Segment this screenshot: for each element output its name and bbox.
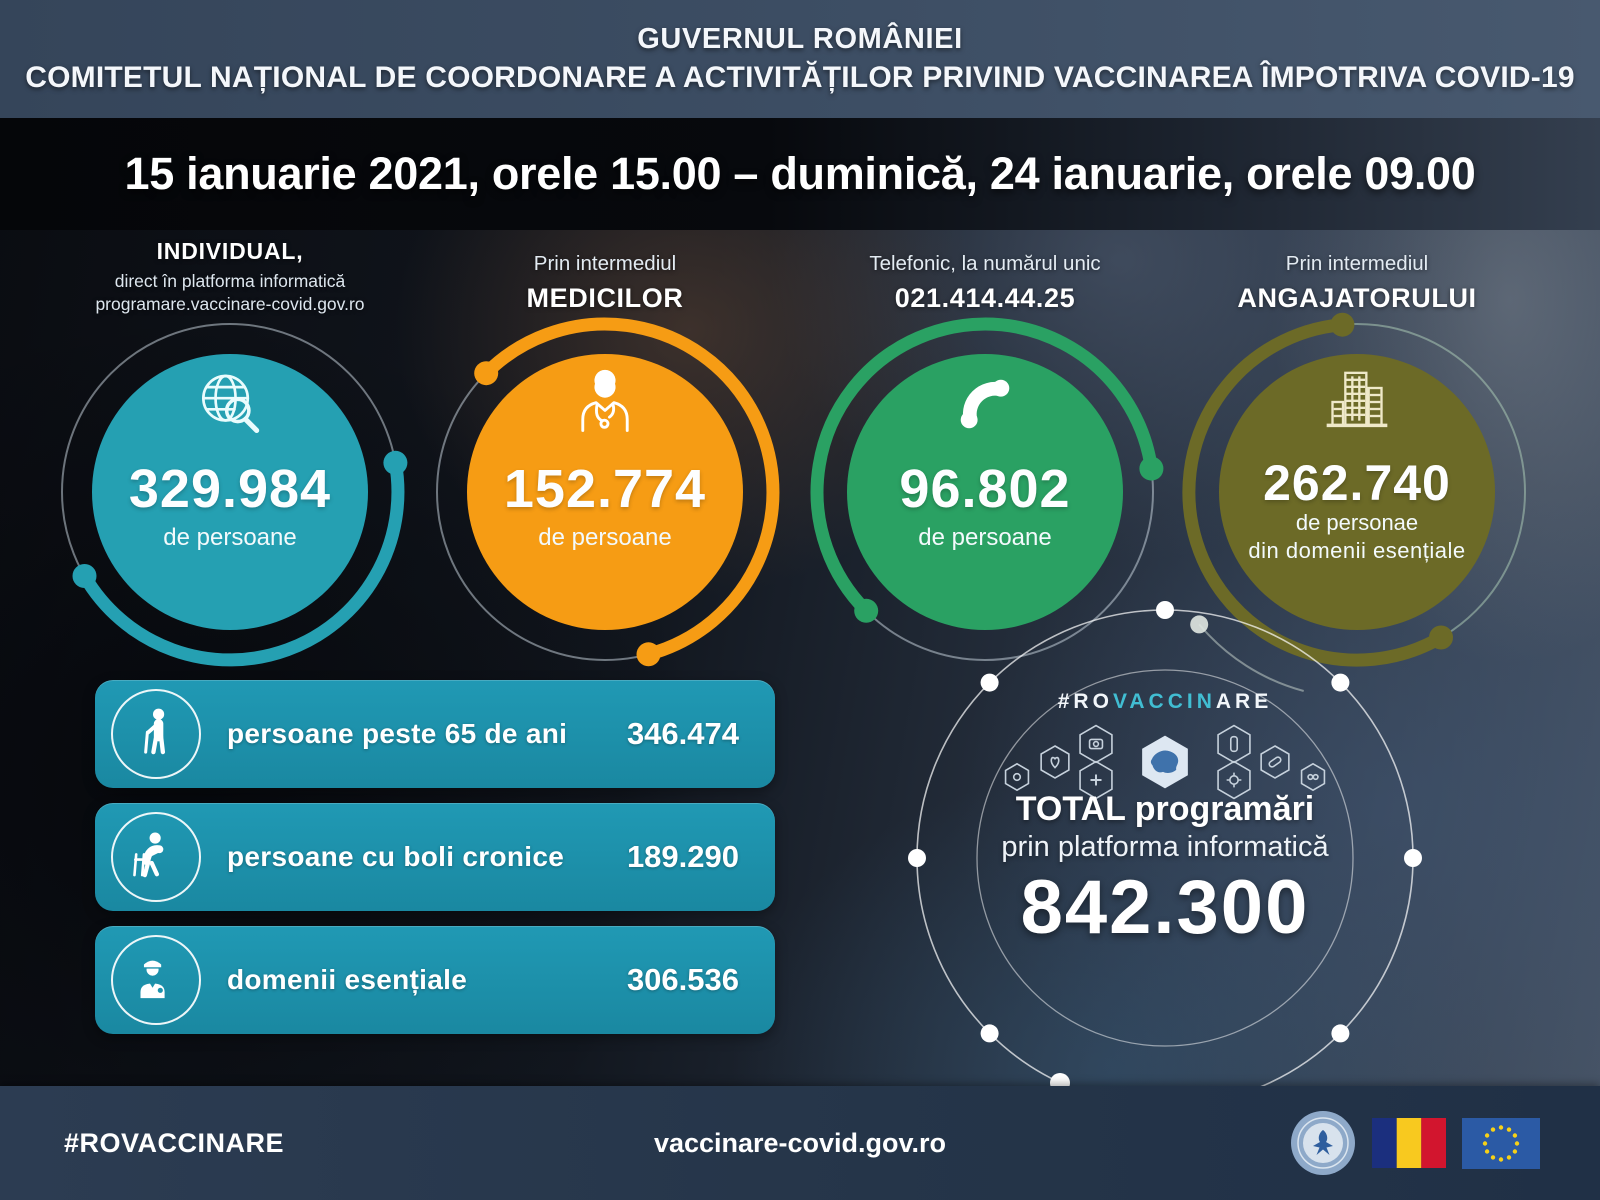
channel-individual-sub1: direct în platforma informatică [114,271,346,291]
elderly-person-icon [111,689,201,779]
breakdown-value: 189.290 [626,839,739,874]
header-band: GUVERNUL ROMÂNIEI COMITETUL NAȚIONAL DE … [0,0,1600,118]
channel-angajator-ring [1182,312,1526,692]
hashtag-suffix: ARE [1215,690,1273,713]
footer-logos [1290,1086,1540,1200]
channel-medici-pre: Prin intermediul [533,252,677,275]
channel-angajator-header: Prin intermediul ANGAJATORULUI [1167,252,1547,314]
footer-band: #ROVACCINARE vaccinare-covid.gov.ro [0,1086,1600,1200]
breakdown-row-over65: persoane peste 65 de ani 346.474 [95,680,775,788]
channel-angajator-title: ANGAJATORULUI [1237,283,1477,313]
breakdown-label: domenii esențiale [227,964,468,995]
globe-search-icon [50,366,410,446]
channel-individual-sub2: programare.vaccinare-covid.gov.ro [95,294,365,315]
channel-telefonic-ring [810,317,1164,661]
channel-angajator-value: 262.740 [1263,455,1451,511]
channel-angajator-unit2: din domenii esențiale [1248,538,1466,563]
channel-telefonic-unit: de persoane [918,524,1052,551]
breakdown-value: 306.536 [626,962,739,997]
channel-angajator-pre: Prin intermediul [1285,252,1429,275]
total-value: 842.300 [1020,865,1310,950]
period-band: 15 ianuarie 2021, orele 15.00 – duminică… [0,118,1600,230]
channel-telefonic-value: 96.802 [899,459,1071,519]
channel-individual-title: INDIVIDUAL, [156,238,304,264]
footer-website: vaccinare-covid.gov.ro [653,1128,947,1158]
channel-medici-header: Prin intermediul MEDICILOR [415,252,795,314]
channel-individual-unit: de persoane [163,524,297,551]
channel-medici-value: 152.774 [503,459,707,519]
channel-individual-value: 329.984 [128,459,332,519]
hashtag-mid: VACCIN [1112,690,1216,713]
romania-flag [1372,1118,1446,1168]
breakdown-value: 346.474 [626,716,739,751]
buildings-icon [1177,360,1537,444]
person-walker-icon [111,812,201,902]
rovaccinare-hexagon-logo [975,712,1355,812]
breakdown-label: persoane cu boli cronice [227,841,565,872]
channel-medici-unit: de persoane [538,524,672,551]
header-title: GUVERNUL ROMÂNIEI [637,23,963,55]
footer-hashtag: #ROVACCINARE [64,1128,285,1158]
channel-individual-ring [61,323,408,667]
channel-angajator-unit: de personae [1295,510,1419,535]
total-orbit-rings [908,601,1422,1107]
channel-medici-ring [436,317,780,667]
rovaccinare-logo-text: #ROVACCINARE [965,690,1365,714]
header-subtitle: COMITETUL NAȚIONAL DE COORDONARE A ACTIV… [25,61,1575,94]
hashtag-prefix: #RO [1057,690,1113,713]
channel-individual-header: INDIVIDUAL, direct în platforma informat… [40,238,420,316]
period-text: 15 ianuarie 2021, orele 15.00 – duminică… [124,148,1476,199]
channel-telefonic-header: Telefonic, la numărul unic 021.414.44.25 [795,252,1175,314]
total-subtitle: prin platforma informatică [1001,831,1329,863]
channel-medici-title: MEDICILOR [526,283,684,313]
essential-worker-icon [111,935,201,1025]
breakdown-label: persoane peste 65 de ani [227,718,568,749]
breakdown-row-chronic: persoane cu boli cronice 189.290 [95,803,775,911]
guvernul-romaniei-crest [1291,1111,1355,1175]
eu-flag [1462,1117,1540,1169]
breakdown-row-essential: domenii esențiale 306.536 [95,926,775,1034]
romania-map-hexagon [1142,735,1188,789]
channel-telefonic-number: 021.414.44.25 [894,283,1076,313]
doctor-icon [425,366,785,446]
total-title: TOTAL programări [1015,790,1315,828]
channel-telefonic-pre: Telefonic, la numărul unic [869,252,1101,275]
phone-icon [805,366,1165,442]
